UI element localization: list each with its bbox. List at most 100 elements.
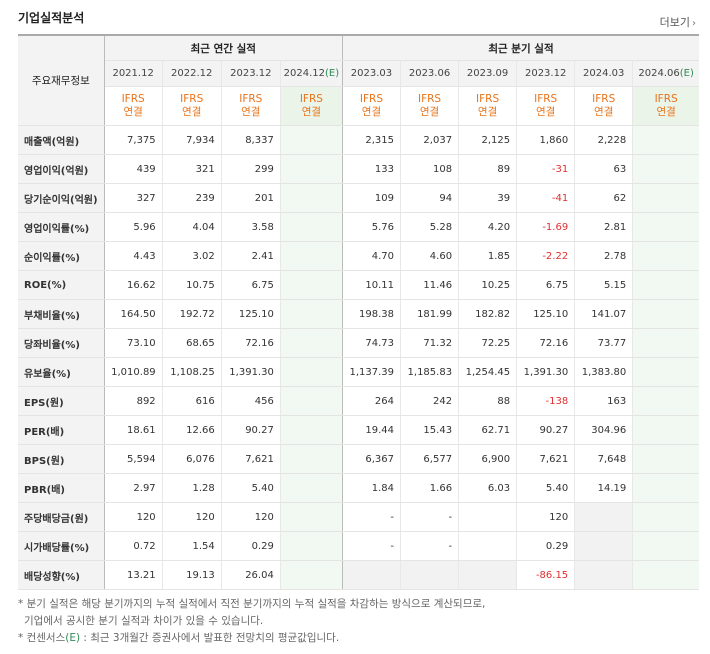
value-cell: 456 [221,386,281,416]
value-cell: 5,594 [104,444,163,474]
value-cell: 321 [162,154,222,184]
corner-header: 주요재무정보 [18,34,105,126]
value-cell: 299 [221,154,281,184]
value-cell: 6.75 [221,270,281,300]
table-row: 시가배당률(%) 0.72 1.54 0.29- -0.29 [18,531,699,561]
value-cell: 63 [574,154,634,184]
value-cell [574,560,634,590]
value-cell: 1.66 [400,473,460,503]
value-cell: 6.75 [516,270,576,300]
value-cell: 2,037 [400,125,460,155]
row-label: PBR(배) [18,473,105,503]
value-cell: 74.73 [342,328,402,358]
value-cell [280,444,343,474]
value-cell: 181.99 [400,299,460,329]
value-cell: 15.43 [400,415,460,445]
value-cell: 72.16 [516,328,576,358]
value-cell: - [400,531,460,561]
row-label: 순이익률(%) [18,241,105,271]
value-cell: 1,108.25 [162,357,222,387]
value-cell: 7,621 [221,444,281,474]
value-cell: 8,337 [221,125,281,155]
value-cell [632,125,699,155]
value-cell [280,531,343,561]
table-row: PBR(배) 2.97 1.28 5.40 1.84 1.66 6.03 5.40 14.19 [18,473,699,503]
value-cell: 616 [162,386,222,416]
value-cell [632,531,699,561]
table-row: 당좌비율(%) 73.10 68.65 72.16 74.73 71.32 72.25 72.… [18,328,699,358]
value-cell [280,212,343,242]
value-cell: 133 [342,154,402,184]
quarter-period-header: 2023.09 [458,60,518,87]
value-cell: 0.29 [221,531,281,561]
value-cell: 192.72 [162,299,222,329]
value-cell [632,328,699,358]
table-row: 영업이익률(%) 5.96 4.04 3.58 5.76 5.28 4.20 -1.69 2.8… [18,212,699,242]
value-cell [280,560,343,590]
quarter-period-header: 2023.03 [342,60,402,87]
value-cell: 2.78 [574,241,634,271]
value-cell: 1.85 [458,241,518,271]
row-label: 부채비율(%) [18,299,105,329]
value-cell: 125.10 [516,299,576,329]
value-cell: 5.28 [400,212,460,242]
more-link[interactable]: 더보기 › [659,16,696,29]
value-cell: 439 [104,154,163,184]
value-cell: 5.96 [104,212,163,242]
value-cell: 120 [516,502,576,532]
value-cell [280,328,343,358]
value-cell: -86.15 [516,560,576,590]
annual-period-header: 2023.12 [221,60,281,87]
value-cell: 4.43 [104,241,163,271]
value-cell [632,270,699,300]
ifrs-label: IFRS 연결 [458,86,518,126]
quarter-period-header: 2024.06(E) [632,60,699,87]
ifrs-label: IFRS 연결 [342,86,402,126]
value-cell: 6,900 [458,444,518,474]
value-cell: 4.04 [162,212,222,242]
value-cell: 264 [342,386,402,416]
value-cell: -138 [516,386,576,416]
value-cell: - [342,531,402,561]
table-row: BPS(원) 5,594 6,076 7,621 6,367 6,577 6,900 7,62… [18,444,699,474]
value-cell: 73.10 [104,328,163,358]
value-cell [574,531,634,561]
value-cell: 327 [104,183,163,213]
ifrs-label: IFRS 연결 [632,86,699,126]
value-cell: 1,383.80 [574,357,634,387]
value-cell: 10.11 [342,270,402,300]
value-cell: 26.04 [221,560,281,590]
value-cell: 4.60 [400,241,460,271]
value-cell: 4.20 [458,212,518,242]
row-label: 당기순이익(억원) [18,183,105,213]
value-cell: 90.27 [516,415,576,445]
value-cell: 0.72 [104,531,163,561]
table-row: 매출액(억원) 7,375 7,934 8,337 2,315 2,037 2,125 1,8… [18,125,699,155]
table-row: 당기순이익(억원) 327 239 201 109 94 39 -41 62 [18,183,699,213]
value-cell [458,531,518,561]
quarter-period-header: 2024.03 [574,60,634,87]
value-cell: 13.21 [104,560,163,590]
footnotes: * 분기 실적은 해당 분기까지의 누적 실적에서 직전 분기까지의 누적 실적… [18,596,485,647]
value-cell: 6,577 [400,444,460,474]
value-cell: 73.77 [574,328,634,358]
value-cell: 3.02 [162,241,222,271]
table-row: 영업이익(억원) 439 321 299 133 108 89 -31 63 [18,154,699,184]
ifrs-label: IFRS 연결 [162,86,222,126]
value-cell: 16.62 [104,270,163,300]
value-cell [280,241,343,271]
annual-period-header: 2021.12 [104,60,163,87]
value-cell: 6,076 [162,444,222,474]
value-cell [632,357,699,387]
value-cell [632,386,699,416]
row-label: 배당성향(%) [18,560,105,590]
table-row: EPS(원) 892 616 456 264 242 88 -138 163 [18,386,699,416]
value-cell: 7,621 [516,444,576,474]
value-cell: 1,254.45 [458,357,518,387]
value-cell: 1,391.30 [221,357,281,387]
value-cell: 62.71 [458,415,518,445]
ifrs-label: IFRS 연결 [104,86,163,126]
value-cell [632,154,699,184]
footnote-1: * 분기 실적은 해당 분기까지의 누적 실적에서 직전 분기까지의 누적 실적… [18,598,486,610]
